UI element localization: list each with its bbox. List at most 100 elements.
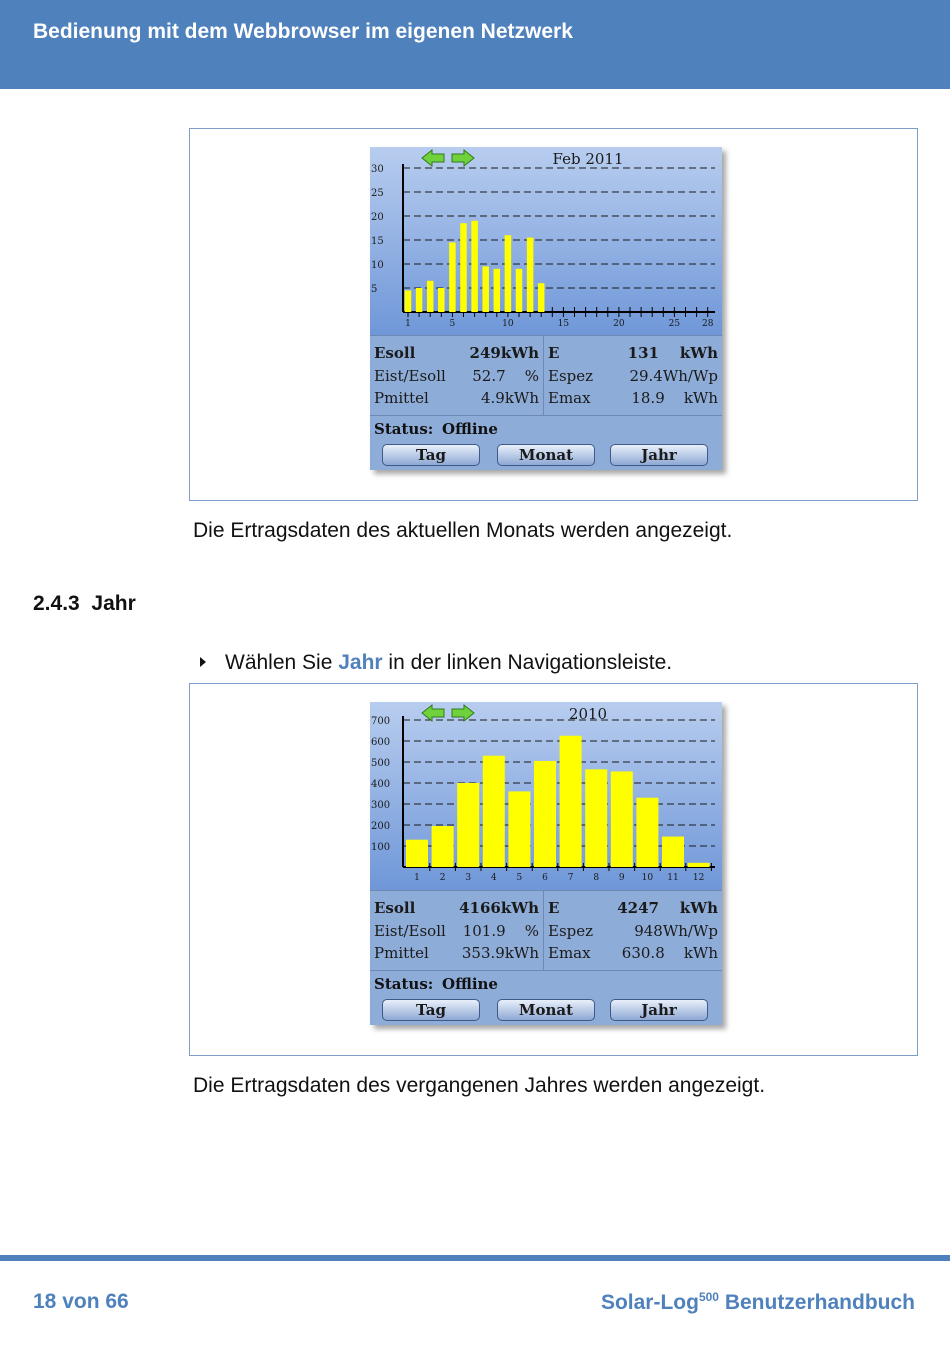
- x-tick-label: 2: [440, 873, 446, 883]
- footer-page-number: 18 von 66: [33, 1290, 129, 1313]
- x-tick-label: 20: [613, 319, 625, 329]
- espez-label: Espez: [548, 922, 594, 940]
- e-value-group: 4247 kWh: [617, 899, 718, 917]
- arrow-right-icon: [451, 703, 475, 723]
- year-button-bar: Tag Monat Jahr: [370, 996, 722, 1025]
- bar: [534, 760, 556, 867]
- bar: [415, 288, 423, 312]
- month-info-left: Esoll 249kWh Eist/Esoll 52.7 % Pmittel 4…: [370, 336, 544, 416]
- tag-button[interactable]: Tag: [382, 999, 480, 1021]
- x-tick-label: 12: [693, 873, 704, 883]
- pmittel-row: Pmittel 4.9kWh: [374, 387, 539, 409]
- month-info-right: E 131 kWh Espez 29.4Wh/Wp Emax 18.9 kWh: [544, 336, 722, 416]
- x-tick-label: 4: [491, 873, 497, 883]
- espez-row: Espez 29.4Wh/Wp: [548, 365, 718, 387]
- bar: [457, 783, 480, 867]
- emax-value-group: 630.8 kWh: [622, 944, 718, 962]
- y-tick-label: 5: [371, 284, 377, 295]
- solarlog-month-panel: Feb 2011 30 25 20 15 10 5 1 5 10 15 20 25 28 Esoll 24…: [370, 147, 722, 470]
- chart-title: 2010: [569, 705, 607, 723]
- monat-button[interactable]: Monat: [497, 999, 595, 1021]
- e-value: 131: [627, 344, 659, 362]
- x-tick-label: 3: [465, 873, 471, 883]
- espez-value: 948Wh/Wp: [634, 922, 718, 940]
- tag-button[interactable]: Tag: [382, 444, 480, 466]
- x-tick-label: 5: [517, 873, 523, 883]
- bar: [610, 771, 633, 867]
- bar: [449, 242, 456, 312]
- x-tick-label: 15: [558, 319, 570, 329]
- esoll-row: Esoll 249kWh: [374, 342, 539, 364]
- x-tick-label: 5: [450, 319, 456, 329]
- emax-row: Emax 18.9 kWh: [548, 387, 718, 409]
- monat-button[interactable]: Monat: [497, 444, 595, 466]
- y-tick-label: 30: [371, 164, 384, 175]
- instruction-prefix: Wählen Sie: [225, 651, 339, 674]
- pmittel-value: 353.9kWh: [461, 944, 539, 962]
- eist-unit: %: [524, 922, 539, 940]
- caption-year: Die Ertragsdaten des vergangenen Jahres …: [193, 1074, 766, 1097]
- bar: [559, 735, 582, 867]
- year-info-left: Esoll 4166kWh Eist/Esoll 101.9 % Pmittel…: [370, 891, 544, 971]
- x-tick-label: 7: [568, 873, 574, 883]
- emax-value: 18.9: [631, 389, 665, 407]
- footer-title-suffix: Benutzerhandbuch: [718, 1291, 915, 1314]
- y-tick-label: 10: [371, 260, 384, 271]
- eist-label: Eist/Esoll: [374, 922, 446, 940]
- e-unit: kWh: [679, 344, 718, 362]
- e-unit: kWh: [679, 899, 718, 917]
- y-tick-label: 20: [371, 212, 384, 223]
- emax-label: Emax: [548, 389, 591, 407]
- bar: [504, 235, 512, 312]
- esoll-value: 249kWh: [469, 344, 539, 362]
- year-info-right: E 4247 kWh Espez 948Wh/Wp Emax 630.8 kWh: [544, 891, 722, 971]
- figure-month: Feb 2011 30 25 20 15 10 5 1 5 10 15 20 25 28 Esoll 24…: [189, 128, 918, 501]
- espez-label: Espez: [548, 367, 594, 385]
- y-tick-label: 400: [371, 779, 390, 790]
- esoll-row: Esoll 4166kWh: [374, 897, 539, 919]
- esoll-label: Esoll: [374, 344, 416, 362]
- jahr-button[interactable]: Jahr: [610, 999, 708, 1021]
- e-value-group: 131 kWh: [628, 344, 718, 362]
- bar: [687, 862, 710, 867]
- section-title: Jahr: [91, 592, 136, 615]
- y-tick-label: 200: [371, 821, 390, 832]
- x-tick-label: 10: [502, 319, 514, 329]
- x-tick-label: 10: [642, 873, 654, 883]
- espez-row: Espez 948Wh/Wp: [548, 920, 718, 942]
- x-tick-label: 9: [619, 873, 625, 883]
- x-tick-label: 8: [593, 873, 599, 883]
- year-status-bar: Status: Offline: [370, 970, 722, 997]
- pmittel-label: Pmittel: [374, 944, 429, 962]
- eist-label: Eist/Esoll: [374, 367, 446, 385]
- status-label: Status:: [374, 420, 434, 438]
- bar: [482, 266, 489, 312]
- year-chart-area: 2010 700 600 500 400 300 200 100 1 2 3 4 5 6 7 8 9 10 11 12: [370, 702, 722, 890]
- espez-value: 29.4Wh/Wp: [629, 367, 718, 385]
- eist-value: 52.7: [472, 367, 506, 385]
- arrow-left-icon: [421, 148, 445, 168]
- y-tick-label: 700: [371, 716, 390, 727]
- emax-value-group: 18.9 kWh: [631, 389, 718, 407]
- jahr-button[interactable]: Jahr: [610, 444, 708, 466]
- status-label: Status:: [374, 975, 434, 993]
- e-label: E: [548, 344, 560, 362]
- emax-label: Emax: [548, 944, 591, 962]
- esoll-label: Esoll: [374, 899, 416, 917]
- y-tick-label: 15: [371, 236, 384, 247]
- figure-year: 2010 700 600 500 400 300 200 100 1 2 3 4 5 6 7 8 9 10 11 12…: [189, 683, 918, 1056]
- x-tick-label: 11: [667, 873, 678, 883]
- chart-title: Feb 2011: [552, 150, 623, 168]
- e-row: E 4247 kWh: [548, 897, 718, 919]
- bar: [431, 826, 454, 867]
- bar: [662, 836, 684, 867]
- status-value: Offline: [442, 420, 498, 438]
- section-number: 2.4.3: [33, 592, 80, 615]
- x-tick-label: 28: [702, 319, 714, 329]
- eist-row: Eist/Esoll 52.7 %: [374, 365, 539, 387]
- e-label: E: [548, 899, 560, 917]
- status-value: Offline: [442, 975, 498, 993]
- solarlog-year-panel: 2010 700 600 500 400 300 200 100 1 2 3 4 5 6 7 8 9 10 11 12…: [370, 702, 722, 1025]
- footer-divider: [0, 1255, 950, 1261]
